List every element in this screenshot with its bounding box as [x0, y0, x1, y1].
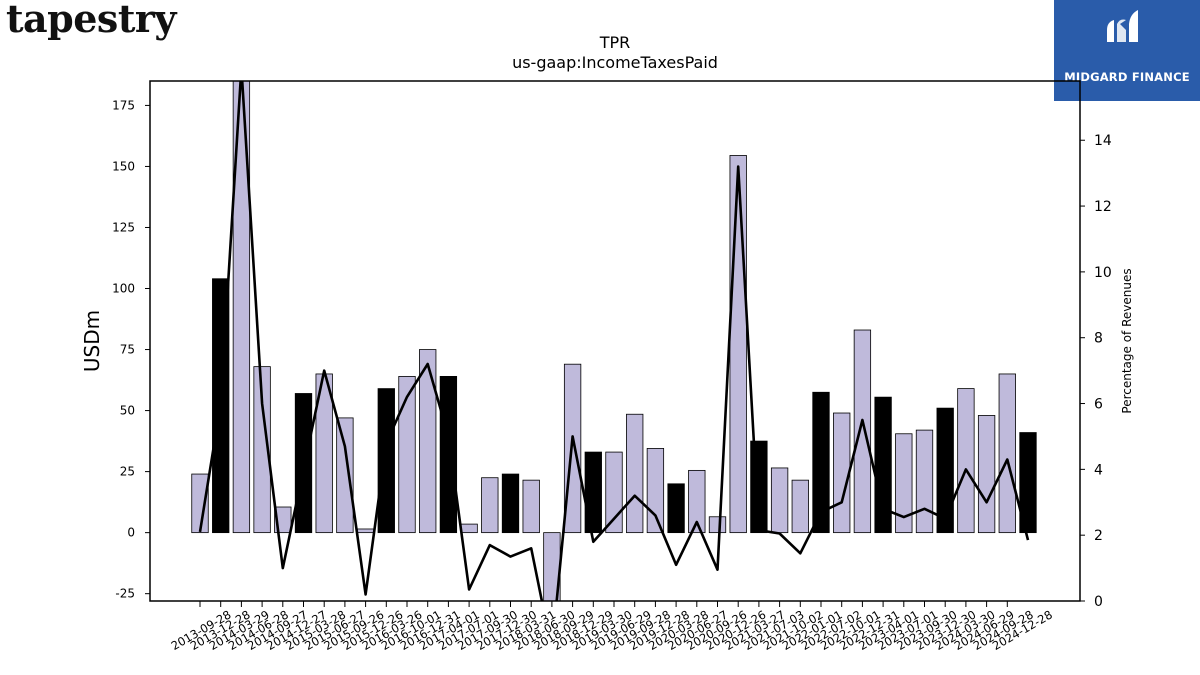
bar	[667, 483, 685, 534]
y-tick-label: 25	[120, 465, 135, 479]
bar	[584, 451, 602, 534]
y-tick-label: -25	[115, 587, 135, 601]
bar	[646, 448, 665, 534]
bar	[812, 391, 830, 534]
bar	[977, 415, 996, 534]
y2-axis-label: Percentage of Revenues	[1120, 268, 1134, 413]
revenue-pct-line	[198, 81, 1030, 601]
x-axis: 2013-09-282013-12-282014-03-292014-06-28…	[169, 601, 1055, 653]
y-tick-label: 0	[127, 526, 135, 540]
bar	[439, 375, 458, 534]
bars-layer	[191, 81, 1037, 601]
bar	[936, 407, 954, 534]
bar	[522, 479, 540, 534]
y-tick-label: 50	[120, 404, 135, 418]
bar	[833, 412, 851, 534]
bar	[377, 388, 395, 534]
brand-logo: MIDGARD FINANCE	[1054, 0, 1200, 101]
y2-tick-label: 4	[1094, 462, 1103, 478]
bar	[460, 523, 478, 534]
y-axis-right: 0 2 4 6 8 10 12 14	[1080, 133, 1112, 610]
bar	[501, 473, 520, 534]
y2-tick-label: 14	[1094, 133, 1112, 149]
bar	[708, 516, 727, 534]
company-logo: tapestry	[6, 0, 176, 41]
y-tick-label: 125	[112, 220, 135, 234]
y-axis-left: -25 0 25 50 75 100 125 150 175	[112, 98, 150, 601]
bar	[1019, 432, 1037, 534]
plot-frame	[149, 80, 1081, 602]
bar	[398, 375, 416, 534]
bar	[729, 155, 747, 534]
y-tick-label: 175	[112, 98, 135, 112]
bar	[419, 349, 437, 534]
brand-name: MIDGARD FINANCE	[1064, 70, 1190, 84]
y-tick-label: 75	[120, 343, 135, 357]
bar	[957, 388, 975, 534]
bar	[998, 373, 1016, 534]
y2-tick-label: 8	[1094, 331, 1103, 347]
y-tick-label: 150	[112, 159, 135, 173]
bar	[895, 433, 913, 534]
bar	[770, 467, 789, 534]
y-tick-label: 100	[112, 282, 135, 296]
line-layer	[198, 81, 1030, 601]
bar	[626, 413, 644, 534]
bar	[915, 429, 934, 534]
chart-subtitle: us-gaap:IncomeTaxesPaid	[512, 53, 718, 72]
y-axis-label: USDm	[80, 310, 104, 372]
bar	[336, 417, 354, 534]
y2-tick-label: 2	[1094, 528, 1103, 544]
bar	[232, 81, 251, 534]
bar	[191, 473, 209, 534]
bar	[874, 396, 892, 534]
chart-title: TPR	[599, 33, 631, 52]
y2-tick-label: 12	[1094, 199, 1112, 215]
bar	[853, 329, 872, 534]
bar	[791, 479, 809, 534]
y2-tick-label: 6	[1094, 397, 1103, 413]
y2-tick-label: 10	[1094, 265, 1112, 281]
y2-tick-label: 0	[1094, 594, 1103, 610]
bar	[253, 366, 271, 534]
bar	[688, 469, 706, 534]
brand-mark-icon	[1107, 10, 1138, 42]
bar	[356, 528, 375, 534]
bar	[481, 477, 499, 534]
